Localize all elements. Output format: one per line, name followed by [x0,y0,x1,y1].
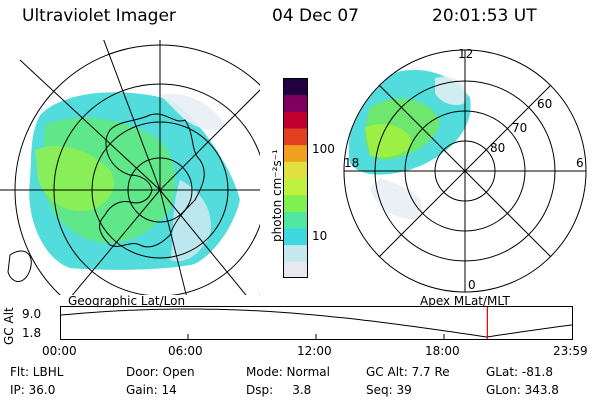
colorbar-band [283,178,308,196]
apex-polar-plot [343,49,587,293]
filter-status: Flt: LBHL [10,365,64,379]
mlat-label-60: 60 [537,97,553,111]
mlt-label-18: 18 [344,156,360,170]
gc-alt-status: GC Alt: 7.7 Re [366,365,450,379]
colorbar-band [283,244,308,262]
colorbar-band [283,78,308,96]
mlt-label-6: 6 [576,156,584,170]
altitude-xtick-1: 06:00 [168,344,203,358]
mlt-label-0: 0 [468,278,476,292]
date-label: 04 Dec 07 [272,6,359,26]
colorbar-band [283,228,308,246]
colorbar-band [283,111,308,129]
colorbar-tick-10: 10 [312,229,328,243]
geographic-image [0,40,260,295]
ip-status: IP: 36.0 [10,383,56,397]
mlt-label-12: 12 [458,47,474,61]
altitude-xtick-2: 12:00 [297,344,332,358]
colorbar-unit-label: photon cm⁻²s⁻¹ [270,149,284,242]
colorbar-band [283,211,308,229]
altitude-xtick-3: 18:00 [425,344,460,358]
altitude-ylabel: GC Alt [2,307,16,345]
dsp-status: Dsp: 3.8 [246,383,312,397]
instrument-title: Ultraviolet Imager [22,6,176,26]
colorbar-band [283,161,308,179]
mlat-label-70: 70 [512,121,528,135]
colorbar-band [283,194,308,212]
door-status: Door: Open [126,365,195,379]
gain-status: Gain: 14 [126,383,177,397]
colorbar-band [283,261,308,278]
colorbar [283,78,308,278]
seq-status: Seq: 39 [366,383,412,397]
mode-status: Mode: Normal [246,365,330,379]
left-panel-label: Geographic Lat/Lon [68,294,186,308]
altitude-xtick-0: 00:00 [42,344,77,358]
glat-status: GLat: -81.8 [486,365,553,379]
right-panel-label: Apex MLat/MLT [420,294,510,308]
colorbar-band [283,128,308,146]
altitude-ytick-top: 9.0 [22,307,42,321]
altitude-xtick-4: 23:59 [553,344,588,358]
mlat-label-80: 80 [490,141,506,155]
glon-status: GLon: 343.8 [486,383,559,397]
colorbar-band [283,94,308,112]
altitude-ytick-bottom: 1.8 [22,326,42,340]
time-label: 20:01:53 UT [432,6,537,26]
colorbar-band [283,144,308,162]
altitude-plot [60,306,573,340]
colorbar-tick-100: 100 [312,142,335,156]
